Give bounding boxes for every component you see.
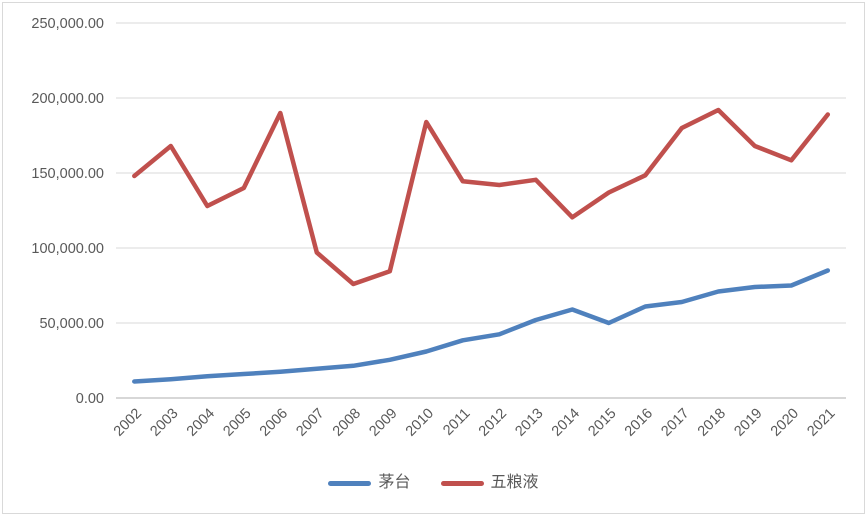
legend-item-wuliangye: 五粮液 [440, 474, 539, 491]
legend-item-maotai: 茅台 [328, 474, 411, 491]
series-line-五粮液 [132, 107, 831, 287]
x-axis-tick-label: 2020 [768, 406, 802, 440]
x-axis-tick-label: 2015 [585, 406, 619, 440]
x-axis-tick-label: 2008 [330, 406, 364, 440]
x-axis-tick-label: 2003 [147, 406, 181, 440]
legend-line-swatch-maotai [328, 480, 372, 486]
x-axis-tick-label: 2002 [111, 406, 145, 440]
x-axis-tick-label: 2005 [220, 406, 254, 440]
x-axis-tick-label: 2007 [293, 406, 327, 440]
series-line-茅台 [132, 268, 831, 384]
y-axis-tick-label: 200,000.00 [31, 91, 104, 107]
x-axis-tick-label: 2021 [804, 406, 838, 440]
x-axis-tick-label: 2019 [731, 406, 765, 440]
y-axis-tick-label: 100,000.00 [31, 241, 104, 257]
chart-legend: 茅台 五粮液 [0, 462, 867, 504]
x-axis-tick-label: 2013 [512, 406, 546, 440]
y-axis-tick-label: 250,000.00 [31, 16, 104, 32]
line-chart-canvas: 0.00 50,000.00 100,000.00 150,000.00 200,000… [31, 16, 846, 440]
y-axis-tick-label: 150,000.00 [31, 166, 104, 182]
x-axis-tick-label: 2012 [476, 406, 510, 440]
legend-label-maotai: 茅台 [378, 474, 411, 491]
legend-label-wuliangye: 五粮液 [490, 474, 539, 491]
y-axis-tick-label: 50,000.00 [39, 316, 104, 332]
x-axis-tick-label: 2016 [622, 406, 656, 440]
legend-line-swatch-wuliangye [440, 480, 484, 486]
x-axis-tick-label: 2017 [658, 406, 692, 440]
x-axis-tick-label: 2009 [366, 406, 400, 440]
x-axis-tick-label: 2014 [549, 406, 583, 440]
x-axis-tick-label: 2018 [695, 406, 729, 440]
x-axis-tick-label: 2006 [257, 406, 291, 440]
y-axis-tick-label: 0.00 [76, 391, 104, 407]
x-axis-tick-label: 2004 [184, 406, 218, 440]
x-axis-tick-label: 2011 [440, 406, 473, 439]
x-axis-tick-label: 2010 [403, 406, 437, 440]
